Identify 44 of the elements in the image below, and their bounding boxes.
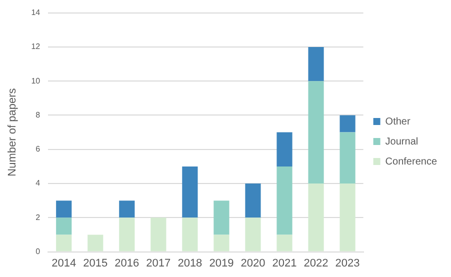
y-tick-label: 14 — [31, 8, 41, 18]
bar — [340, 132, 356, 184]
y-tick-label: 12 — [31, 42, 41, 52]
bar — [182, 218, 198, 252]
bar — [308, 46, 324, 82]
bar — [276, 166, 292, 235]
bar — [340, 115, 356, 132]
y-tick-label: 2 — [36, 212, 41, 222]
bar — [276, 132, 292, 166]
bar — [88, 234, 104, 252]
x-tick-label: 2022 — [304, 257, 328, 270]
bar — [245, 184, 261, 218]
bar — [308, 81, 324, 184]
bar — [119, 218, 135, 252]
x-tick-label: 2023 — [335, 257, 360, 270]
bar — [214, 200, 230, 235]
bar — [182, 166, 198, 218]
x-tick-label: 2018 — [178, 257, 202, 270]
x-tick-label: 2020 — [240, 257, 266, 270]
y-tick-label: 10 — [31, 76, 41, 86]
x-tick-label: 2019 — [209, 257, 234, 270]
bar — [276, 234, 292, 252]
legend-label: Journal — [385, 136, 418, 148]
x-tick-label: 2015 — [83, 257, 108, 270]
bar — [119, 200, 135, 218]
x-tick-label: 2016 — [114, 257, 140, 270]
y-tick-label: 6 — [36, 144, 41, 154]
y-axis-title: Number of papers — [6, 88, 19, 176]
legend-label: Other — [385, 116, 411, 128]
bar — [214, 234, 230, 252]
bar — [150, 218, 166, 252]
bar — [56, 218, 72, 235]
x-tick-label: 2017 — [146, 257, 171, 270]
bar — [245, 218, 261, 252]
bar — [56, 234, 72, 252]
bar — [56, 200, 72, 218]
y-tick-label: 4 — [36, 178, 41, 188]
x-tick-label: 2021 — [272, 257, 297, 270]
y-tick-label: 8 — [36, 110, 41, 120]
legend-label: Conference — [385, 156, 438, 168]
y-tick-label: 0 — [36, 247, 41, 256]
x-tick-label: 2014 — [52, 257, 76, 270]
bar — [340, 184, 356, 252]
bar — [308, 184, 324, 252]
